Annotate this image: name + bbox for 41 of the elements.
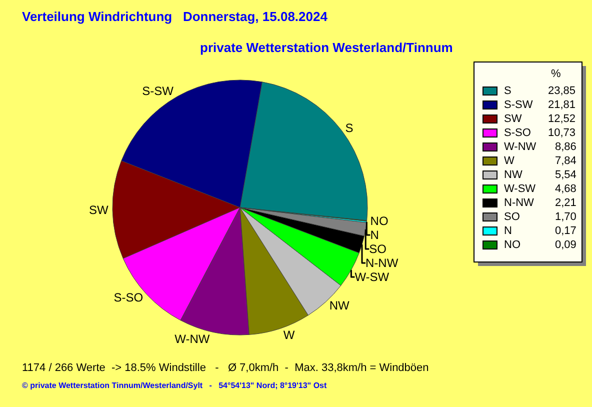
data-label: 12,52 — [548, 113, 576, 125]
slice-label: W-NW — [174, 332, 210, 346]
data-label: 1,70 — [555, 211, 576, 223]
data-label: 7,84 — [555, 155, 576, 167]
chart-title: Verteilung Windrichtung Donnerstag, 15.08.2024 — [22, 9, 328, 24]
legend-label: SO — [504, 211, 520, 223]
legend-title: % — [551, 68, 561, 80]
legend-label: S — [504, 85, 512, 97]
slice-label: NW — [329, 298, 350, 313]
data-label: 23,85 — [548, 85, 576, 97]
slice-label: SO — [369, 242, 386, 256]
data-label: 21,81 — [548, 99, 576, 111]
slice-label: S-SO — [114, 290, 144, 305]
slice-label: N — [370, 228, 379, 242]
data-label: 2,21 — [555, 197, 576, 209]
slice-label: NO — [370, 214, 388, 228]
legend-label: W-NW — [504, 141, 537, 153]
slice-label: S — [345, 121, 354, 136]
data-label: 0,17 — [555, 225, 576, 237]
legend-label: W-SW — [504, 183, 536, 195]
legend-label: W — [504, 155, 515, 167]
data-label: 0,09 — [555, 239, 576, 251]
data-label: 10,73 — [548, 127, 576, 139]
chart-subtitle: private Wetterstation Westerland/Tinnum — [200, 40, 453, 55]
legend-label: N-NW — [504, 197, 535, 209]
legend-label: S-SO — [504, 127, 532, 139]
slice-label: W — [283, 328, 296, 342]
text: 1174 / 266 Werte -> 18.5% Windstille - Ø 7,0km/h - Max. 33,8km/h = Windböen — [22, 362, 429, 374]
data-label: 5,54 — [555, 169, 576, 181]
legend-label: SW — [504, 113, 522, 125]
legend-label: NO — [504, 239, 521, 251]
legend-label: NW — [504, 169, 523, 181]
text: © private Wetterstation Tinnum/Westerland/Sylt - 54°54'13" Nord; 8°19'13" Ost — [22, 381, 327, 390]
slice-label: S-SW — [142, 84, 174, 98]
slice-label: N-NW — [366, 256, 399, 270]
legend-label: S-SW — [504, 99, 534, 111]
data-label: 8,86 — [555, 141, 576, 153]
slice-label: SW — [89, 202, 110, 217]
slice-label: W-SW — [354, 270, 390, 284]
legend-label: N — [504, 225, 512, 237]
data-label: 4,68 — [555, 183, 576, 195]
